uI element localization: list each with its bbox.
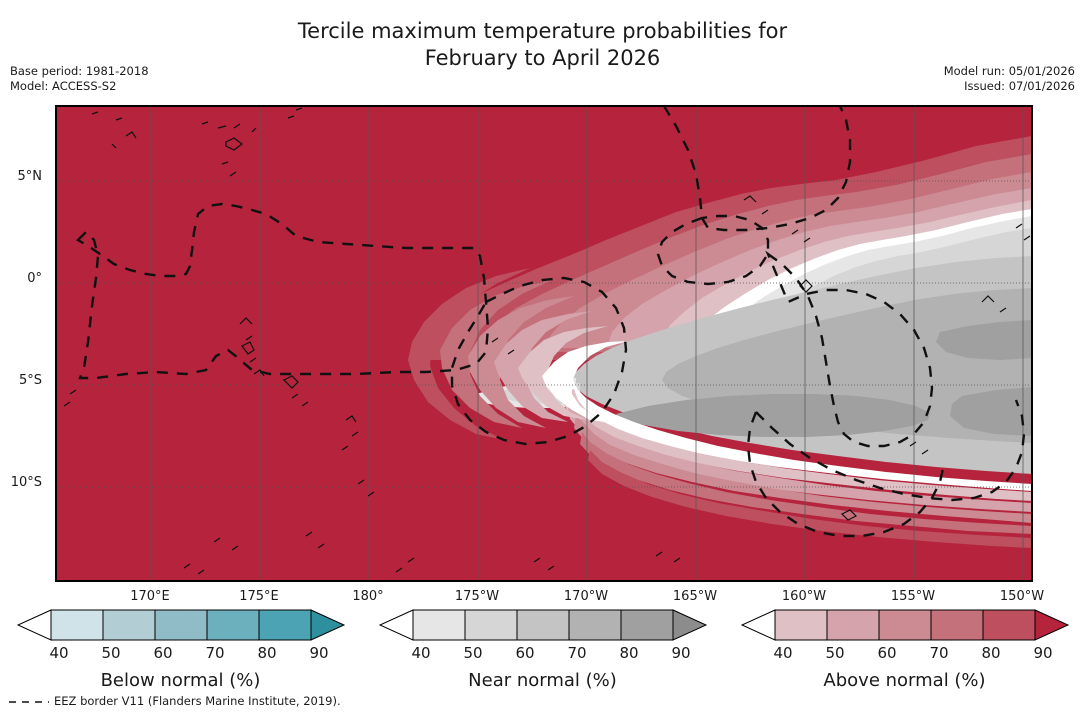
y-tick-5N: 5°N (17, 169, 43, 184)
band-near-70-core-c (950, 387, 1032, 436)
x-tick-170W: 170°W (563, 589, 609, 604)
colorbar-near-normal-title: Near normal (%) (468, 670, 617, 691)
band-above-40-s (562, 389, 1032, 501)
band-near-70-core-a (616, 394, 930, 437)
colorbar-near-normal[interactable]: 40 50 60 70 80 90 Near normal (%) (370, 608, 715, 703)
colorbar-above-normal[interactable]: 40 50 60 70 80 90 Above normal (%) (732, 608, 1077, 703)
cb3-tick-70: 70 (929, 644, 949, 662)
metadata-right: Model run: 05/01/2026 Issued: 07/01/2026 (944, 64, 1075, 94)
x-tick-165W: 165°W (672, 589, 718, 604)
issued-text: Issued: 07/01/2026 (964, 79, 1075, 93)
x-tick-150W: 150°W (999, 589, 1045, 604)
cb2-tick-80: 80 (619, 644, 639, 662)
band-above-50-w (494, 311, 592, 422)
cb2-tick-90: 90 (671, 644, 691, 662)
cb2-tick-40: 40 (411, 644, 431, 662)
map-frame (56, 106, 1032, 581)
colorbar-below-normal[interactable]: 40 50 60 70 80 90 Below normal (%) (8, 608, 353, 703)
band-near-70-core-b (936, 320, 1032, 360)
x-tick-170E: 170°E (130, 589, 170, 604)
eez-border-lines (76, 106, 1026, 538)
x-tick-160W: 160°W (781, 589, 827, 604)
map-gridlines (56, 106, 1032, 581)
x-tick-175W: 175°W (454, 589, 500, 604)
y-tick-10S: 10°S (10, 475, 42, 490)
cb3-tick-60: 60 (877, 644, 897, 662)
band-white-w (542, 341, 628, 423)
colorbar-near-normal-ticks: 40 50 60 70 80 90 (370, 644, 715, 666)
title-line-1: Tercile maximum temperature probabilitie… (297, 19, 788, 43)
colorbar-above-normal-title: Above normal (%) (823, 670, 986, 691)
cb2-tick-70: 70 (567, 644, 587, 662)
colorbar-below-normal-swatches (16, 609, 346, 641)
x-tick-175E: 175°E (239, 589, 279, 604)
colorbar-near-normal-swatches (378, 609, 708, 641)
eez-legend: EEZ border V11 (Flanders Marine Institut… (8, 694, 341, 708)
cb1-tick-90: 90 (309, 644, 329, 662)
dashed-line-icon (9, 700, 49, 703)
map-contour-canvas (56, 106, 1032, 581)
model-run-text: Model run: 05/01/2026 (943, 64, 1075, 78)
band-above-70-s (580, 432, 1032, 534)
band-white-s (556, 374, 1032, 491)
island-coastlines (63, 107, 1031, 575)
band-above-60-w (468, 296, 574, 428)
cb3-tick-40: 40 (773, 644, 793, 662)
cb2-tick-50: 50 (463, 644, 483, 662)
band-above-40-w (518, 326, 608, 420)
cb3-tick-90: 90 (1033, 644, 1053, 662)
cb3-tick-80: 80 (981, 644, 1001, 662)
cb1-tick-50: 50 (101, 644, 121, 662)
band-above-60-s (574, 416, 1032, 523)
band-above-80-w (408, 268, 530, 440)
model-text: Model: ACCESS-S2 (10, 79, 117, 93)
metadata-left: Base period: 1981-2018 Model: ACCESS-S2 (10, 64, 149, 94)
page-title: Tercile maximum temperature probabilitie… (0, 18, 1085, 72)
cb1-tick-70: 70 (205, 644, 225, 662)
cb2-tick-60: 60 (515, 644, 535, 662)
band-above-70-w (440, 280, 552, 428)
colorbar-above-normal-swatches (740, 609, 1070, 641)
eez-legend-label: EEZ border V11 (Flanders Marine Institut… (54, 694, 341, 708)
colorbar-below-normal-title: Below normal (%) (100, 670, 261, 691)
colorbar-below-normal-ticks: 40 50 60 70 80 90 (8, 644, 353, 666)
y-tick-0: 0° (27, 271, 42, 286)
probability-map[interactable]: © Commonwealth of Australia 2026, Bureau… (55, 105, 1033, 582)
cb3-tick-50: 50 (825, 644, 845, 662)
y-tick-5S: 5°S (18, 373, 42, 388)
cb1-tick-80: 80 (257, 644, 277, 662)
band-above-50-s (568, 406, 1032, 512)
colorbar-above-normal-ticks: 40 50 60 70 80 90 (732, 644, 1077, 666)
base-period-text: Base period: 1981-2018 (10, 64, 149, 78)
title-line-2: February to April 2026 (424, 46, 661, 70)
cb1-tick-60: 60 (153, 644, 173, 662)
cb1-tick-40: 40 (49, 644, 69, 662)
x-tick-180: 180° (352, 589, 384, 604)
x-tick-155W: 155°W (890, 589, 936, 604)
